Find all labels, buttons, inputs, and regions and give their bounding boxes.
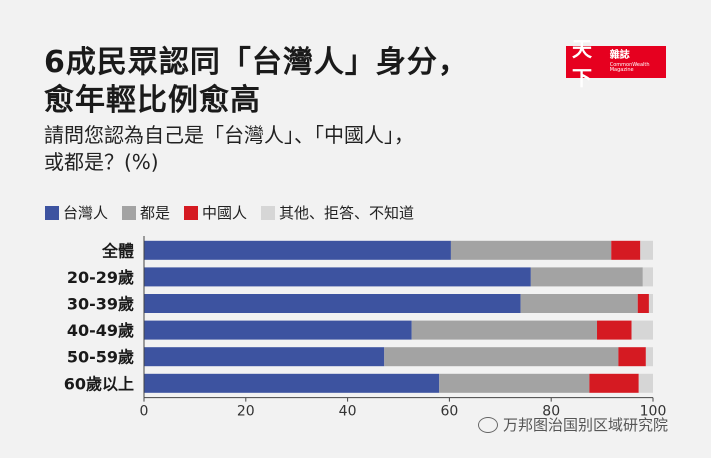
watermark: 万邦图治国别区域研究院: [478, 414, 668, 435]
logo-side: 雜誌 CommonWealth Magazine: [610, 51, 666, 73]
legend-swatch-chinese: [184, 205, 199, 220]
bar-segment-other-4: [645, 347, 653, 367]
bar-segment-other-1: [642, 267, 653, 287]
category-label-2: 30-39歲: [67, 295, 134, 314]
bar-segment-both-4: [384, 347, 619, 367]
question-line-2: 或都是？(%): [44, 150, 159, 174]
logo-zh-text: 雜誌: [609, 50, 630, 61]
commonwealth-logo: 天下 雜誌 CommonWealth Magazine: [566, 37, 666, 90]
x-tick-label-0: 0: [140, 404, 149, 420]
legend-label-both: 都是: [140, 204, 171, 222]
category-label-0: 全體: [101, 241, 134, 260]
legend-item-other: 其他、拒答、不知道: [261, 202, 414, 223]
logo-main-text: 天下: [572, 37, 592, 90]
legend-swatch-other: [261, 205, 276, 220]
bar-segment-other-3: [631, 320, 653, 340]
watermark-text: 万邦图治国别区域研究院: [503, 416, 669, 434]
legend-swatch-both: [122, 205, 137, 220]
category-label-5: 60歲以上: [64, 374, 134, 393]
bar-segment-taiwanese-3: [144, 320, 412, 340]
chart-title: 6成民眾認同「台灣人」身分， 愈年輕比例愈高: [44, 44, 469, 120]
bar-segment-chinese-4: [618, 347, 646, 367]
chart-legend: 台灣人 都是 中國人 其他、拒答、不知道: [45, 202, 428, 223]
legend-item-chinese: 中國人: [184, 202, 247, 223]
x-tick-label-2: 40: [339, 404, 357, 420]
x-tick-label-3: 60: [440, 404, 458, 420]
bar-segment-chinese-2: [637, 294, 649, 313]
legend-label-chinese: 中國人: [202, 204, 248, 222]
bar-segment-other-5: [638, 373, 653, 393]
x-tick-label-4: 80: [542, 404, 560, 420]
title-line-1: 6成民眾認同「台灣人」身分，: [44, 45, 469, 80]
bar-segment-chinese-0: [611, 240, 641, 260]
survey-question: 請問您認為自己是「台灣人」、「中國人」， 或都是？(%): [44, 122, 414, 176]
title-line-2: 愈年輕比例愈高: [44, 83, 261, 118]
legend-label-taiwanese: 台灣人: [63, 204, 109, 222]
bar-segment-both-3: [411, 320, 598, 340]
bar-segment-chinese-3: [597, 320, 632, 340]
legend-item-taiwanese: 台灣人: [45, 202, 108, 223]
bar-segment-both-1: [530, 267, 643, 287]
bar-segment-both-2: [520, 294, 638, 313]
legend-swatch-taiwanese: [45, 205, 59, 220]
category-label-1: 20-29歲: [67, 268, 134, 287]
logo-en-text: CommonWealth Magazine: [609, 62, 650, 73]
bar-segment-taiwanese-4: [144, 347, 385, 367]
category-label-4: 50-59歲: [67, 348, 134, 367]
bar-segment-taiwanese-1: [144, 267, 531, 287]
x-tick-label-1: 20: [237, 404, 255, 420]
bar-segment-chinese-5: [589, 373, 639, 393]
legend-label-other: 其他、拒答、不知道: [279, 204, 415, 222]
question-line-1: 請問您認為自己是「台灣人」、「中國人」，: [44, 123, 414, 147]
legend-item-both: 都是: [122, 202, 170, 223]
bar-segment-both-0: [450, 240, 612, 260]
bar-segment-taiwanese-2: [144, 294, 521, 313]
category-label-3: 40-49歲: [67, 321, 134, 340]
bar-segment-other-0: [640, 240, 653, 260]
x-tick-label-5: 100: [640, 404, 667, 420]
bar-segment-other-2: [648, 294, 653, 313]
bar-segment-both-5: [439, 373, 590, 393]
bar-segment-taiwanese-5: [144, 373, 440, 393]
bar-segment-taiwanese-0: [144, 240, 451, 260]
wechat-icon: [478, 416, 498, 433]
